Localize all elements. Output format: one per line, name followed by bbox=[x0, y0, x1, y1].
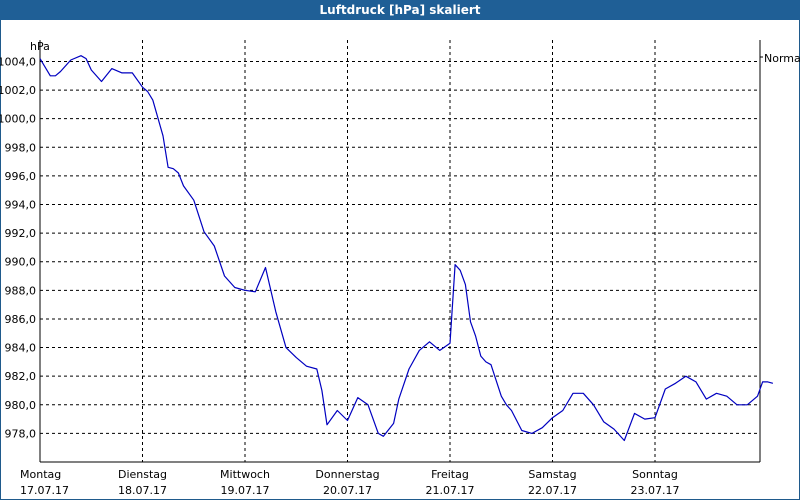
x-tick-date-label: 19.07.17 bbox=[221, 484, 270, 497]
series-line-normal bbox=[39, 55, 774, 442]
y-tick-label: 1000,0 bbox=[0, 113, 36, 126]
x-tick-day-label: Mittwoch bbox=[220, 468, 270, 481]
y-tick-label: 994,0 bbox=[5, 199, 37, 212]
x-tick-date-label: 22.07.17 bbox=[528, 484, 577, 497]
y-tick-label: 996,0 bbox=[5, 170, 37, 183]
chart-title: Luftdruck [hPa] skaliert bbox=[0, 0, 800, 20]
y-tick-label: 990,0 bbox=[5, 256, 37, 269]
legend-entry-normal: Normal bbox=[764, 52, 800, 65]
x-tick-date-label: 18.07.17 bbox=[118, 484, 167, 497]
y-tick-label: 998,0 bbox=[5, 141, 37, 154]
y-tick-label: 986,0 bbox=[5, 313, 37, 326]
y-tick-label: 982,0 bbox=[5, 370, 37, 383]
x-tick-day-label: Freitag bbox=[431, 468, 469, 481]
x-tick-day-label: Donnerstag bbox=[315, 468, 379, 481]
y-tick-label: 992,0 bbox=[5, 227, 37, 240]
x-tick-date-label: 20.07.17 bbox=[323, 484, 372, 497]
y-tick-label: 1002,0 bbox=[0, 84, 36, 97]
x-tick-date-label: 17.07.17 bbox=[20, 484, 69, 497]
y-tick-label: 980,0 bbox=[5, 399, 37, 412]
grid-lines bbox=[40, 40, 760, 462]
x-tick-date-label: 21.07.17 bbox=[426, 484, 475, 497]
x-tick-day-label: Montag bbox=[20, 468, 61, 481]
x-tick-date-label: 23.07.17 bbox=[631, 484, 680, 497]
x-tick-day-label: Samstag bbox=[528, 468, 576, 481]
y-tick-label: 984,0 bbox=[5, 342, 37, 355]
y-tick-label: 978,0 bbox=[5, 427, 37, 440]
x-tick-day-label: Sonntag bbox=[632, 468, 678, 481]
y-tick-label: 1004,0 bbox=[0, 55, 36, 68]
y-tick-label: 988,0 bbox=[5, 284, 37, 297]
x-tick-day-label: Dienstag bbox=[118, 468, 167, 481]
